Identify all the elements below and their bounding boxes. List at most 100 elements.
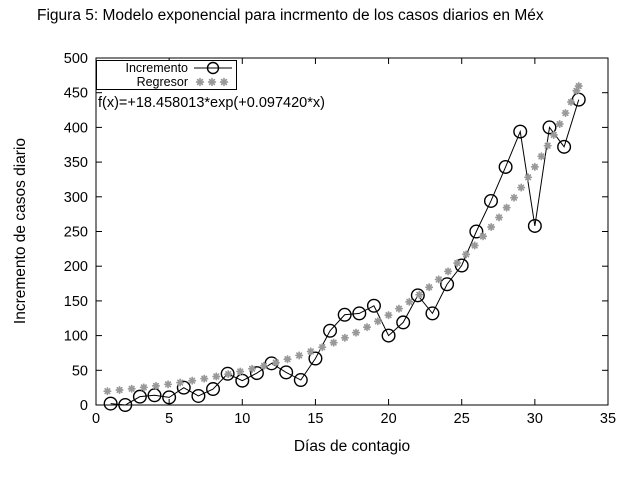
regressor-asterisk-marker bbox=[188, 376, 197, 385]
y-tick-label: 200 bbox=[64, 259, 88, 275]
regressor-asterisk-marker bbox=[283, 355, 292, 364]
incremento-point-marker bbox=[220, 366, 235, 381]
regressor-asterisk-marker bbox=[200, 374, 209, 383]
regressor-asterisk-marker bbox=[329, 338, 338, 347]
regressor-asterisk-marker bbox=[574, 81, 583, 91]
incremento-point-marker bbox=[279, 365, 294, 380]
incremento-point-marker bbox=[483, 193, 498, 208]
incremento-point-marker bbox=[410, 288, 425, 303]
regressor-asterisk-marker bbox=[524, 173, 533, 182]
y-tick-label: 0 bbox=[80, 398, 88, 414]
incremento-point-marker bbox=[147, 388, 162, 403]
regressor-asterisk-marker bbox=[318, 343, 327, 352]
incremento-point-marker bbox=[176, 380, 191, 395]
regressor-asterisk-marker bbox=[176, 378, 185, 387]
regressor-asterisk-marker bbox=[207, 77, 217, 87]
regressor-asterisk-marker bbox=[163, 380, 173, 389]
y-tick-label: 50 bbox=[72, 363, 88, 379]
regresor-asterisks-sample-icon bbox=[195, 77, 229, 87]
y-tick-label: 350 bbox=[64, 155, 88, 171]
incremento-line bbox=[110, 99, 580, 406]
regressor-asterisk-marker bbox=[271, 358, 280, 367]
x-tick-label: 0 bbox=[92, 411, 100, 427]
legend-item-regresor: Regresor bbox=[97, 75, 236, 89]
incremento-point-marker bbox=[425, 306, 440, 321]
regressor-asterisk-marker bbox=[394, 304, 404, 313]
regressor-asterisk-marker bbox=[487, 222, 496, 232]
regressor-asterisk-marker bbox=[494, 213, 504, 222]
x-tick-label: 35 bbox=[600, 411, 616, 427]
regressor-asterisk-marker bbox=[530, 162, 539, 171]
incremento-point-marker bbox=[542, 120, 557, 135]
legend-label-regresor: Regresor bbox=[136, 74, 188, 89]
regressor-asterisk-marker bbox=[127, 384, 136, 393]
regressor-asterisk-marker bbox=[470, 241, 479, 250]
incremento-point-marker bbox=[249, 366, 264, 381]
incremento-point-marker bbox=[557, 139, 572, 154]
y-tick-label: 100 bbox=[64, 329, 88, 345]
incremento-point-marker bbox=[206, 382, 221, 397]
x-axis-label: Días de contagio bbox=[293, 438, 411, 455]
regressor-asterisk-marker bbox=[479, 232, 488, 241]
incremento-point-marker bbox=[323, 323, 338, 338]
fit-equation-annotation: f(x)=+18.458013*exp(+0.097420*x) bbox=[98, 95, 325, 111]
regressor-asterisk-marker bbox=[384, 311, 393, 320]
incremento-point-marker bbox=[162, 390, 177, 405]
regressor-asterisk-marker bbox=[537, 152, 546, 161]
incremento-point-marker bbox=[396, 315, 411, 330]
regressor-asterisk-marker bbox=[295, 351, 304, 360]
regressor-asterisk-marker bbox=[306, 347, 315, 356]
regressor-asterisk-marker bbox=[566, 97, 576, 107]
y-tick-label: 400 bbox=[64, 120, 88, 136]
regressor-asterisk-marker bbox=[543, 141, 552, 150]
incremento-point-marker bbox=[527, 218, 542, 233]
regressor-asterisk-marker bbox=[453, 258, 462, 268]
regressor-asterisk-marker bbox=[340, 333, 349, 342]
x-tick-label: 25 bbox=[454, 411, 470, 427]
legend-label-incremento: Incremento bbox=[125, 60, 188, 75]
regressor-asterisk-marker bbox=[248, 364, 257, 373]
incremento-point-marker bbox=[293, 373, 308, 388]
incremento-point-marker bbox=[352, 306, 367, 321]
incremento-point-marker bbox=[308, 351, 323, 366]
y-tick-label: 150 bbox=[64, 294, 88, 310]
y-tick-label: 450 bbox=[64, 86, 88, 102]
regressor-asterisk-marker bbox=[549, 130, 558, 139]
regressor-asterisk-marker bbox=[517, 183, 526, 192]
x-tick-label: 10 bbox=[234, 411, 250, 427]
regressor-asterisk-marker bbox=[151, 381, 160, 390]
regressor-asterisk-marker bbox=[415, 290, 424, 299]
x-tick-label: 30 bbox=[527, 411, 543, 427]
regressor-asterisk-marker bbox=[434, 275, 443, 284]
regressor-asterisk-marker bbox=[195, 77, 205, 87]
regressor-asterisk-marker bbox=[373, 317, 382, 326]
incremento-point-marker bbox=[132, 389, 147, 404]
x-tick-label: 5 bbox=[165, 411, 173, 427]
incremento-line-circle-sample-icon bbox=[194, 61, 232, 75]
incremento-point-marker bbox=[469, 224, 484, 239]
incremento-point-marker bbox=[366, 298, 381, 313]
incremento-point-marker bbox=[513, 124, 528, 139]
y-tick-label: 250 bbox=[64, 225, 88, 241]
regressor-asterisk-marker bbox=[212, 372, 221, 381]
incremento-point-marker bbox=[103, 396, 118, 411]
regressor-asterisk-marker bbox=[561, 108, 570, 118]
regressor-asterisk-marker bbox=[115, 385, 124, 395]
chart-title: Figura 5: Modelo exponencial para incrme… bbox=[37, 7, 544, 24]
incremento-point-marker bbox=[191, 388, 206, 403]
incremento-point-marker bbox=[498, 159, 513, 174]
regressor-asterisk-marker bbox=[555, 119, 564, 129]
regressor-asterisk-marker bbox=[351, 328, 361, 337]
x-tick-label: 15 bbox=[307, 411, 323, 427]
y-axis-label: Incremento de casos diario bbox=[12, 137, 29, 325]
regressor-asterisk-marker bbox=[509, 193, 519, 202]
regressor-asterisk-marker bbox=[103, 387, 112, 396]
regressor-asterisk-marker bbox=[259, 361, 269, 370]
regressor-asterisk-marker bbox=[362, 323, 372, 332]
regressor-asterisk-marker bbox=[444, 267, 453, 276]
regressor-asterisk-marker bbox=[425, 283, 434, 292]
legend-box: Incremento Regresor bbox=[96, 60, 237, 90]
regressor-asterisk-marker bbox=[139, 383, 148, 392]
incremento-point-marker bbox=[440, 277, 455, 292]
